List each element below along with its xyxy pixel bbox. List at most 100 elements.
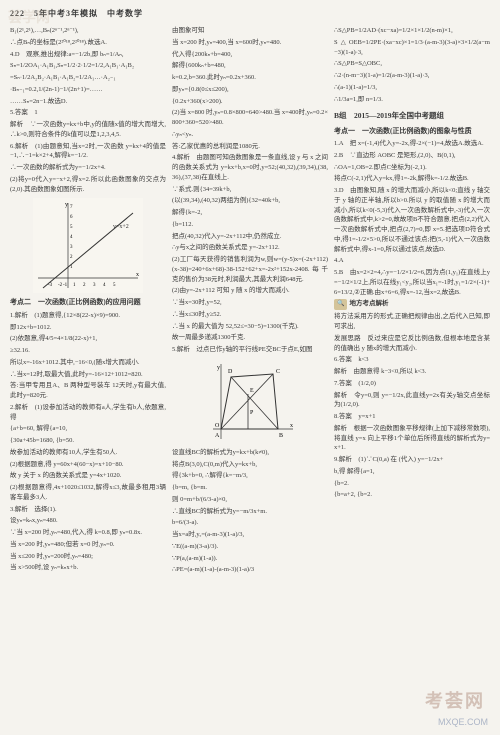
svg-text:C: C xyxy=(276,369,280,375)
text-line: 设yₙ=kₙx,yₙ=480. xyxy=(10,516,166,526)
text-line: ∴y与x之间的函数关系式是 y=-2x+112. xyxy=(172,243,328,253)
page-header: 222 5年中考3年模拟 中考数学 xyxy=(10,8,490,20)
text-line: 得{3k+b=0, ∴解得{k=−m/3, xyxy=(172,471,328,481)
text-line: 1.A 把 x=(-1,4)代入y=-2x,得-2×(−1)=4,故选A.故选A… xyxy=(334,139,490,149)
text-line: 所以x=-16x+1012.其中,−16<0,(随x增大而减小. xyxy=(10,358,166,368)
text-line: 将方法采用方的形式,正确把规律由出,之后代入已知,即可求出, xyxy=(334,312,490,332)
text-line: ∴1/3a=1,即 n=1/3. xyxy=(334,95,490,105)
difang-icon: 🔍 xyxy=(334,299,347,310)
text-line: ∴当x≤30时,y≥52. xyxy=(172,310,328,320)
text-line: b,得 解得{a=1, xyxy=(334,467,490,477)
svg-text:5: 5 xyxy=(113,283,116,288)
text-line: 9.解析 (1)∵C(0,a) 在 (代入) y=−1/2x+ xyxy=(334,455,490,465)
text-line: k=0.2,b=360.此时yₙ=0.2x+360. xyxy=(172,73,328,83)
text-line: 当 x>500时,设 yₙ=kₙx+b. xyxy=(10,563,166,573)
text-line: (2)将y=0代入y=−x+2,得x=2.所以此函数图象的交点为(2,0).其函… xyxy=(10,175,166,195)
col3-b-body: 1.A 把 x=(-1,4)代入y=-2x,得-2×(−1)=4,故选A.故选A… xyxy=(334,139,490,297)
text-line: 3.D 由图象知,随 x 的增大而减小,所以k<0;直线 y 轴交于 y 轴的正… xyxy=(334,186,490,254)
text-line: ……Sₙ=2n−1.故选D. xyxy=(10,97,166,107)
svg-text:7: 7 xyxy=(70,205,73,210)
svg-text:4: 4 xyxy=(103,283,106,288)
text-line: 解析 由题意得 k−3<0,所以 k<3. xyxy=(334,367,490,377)
group-b-title: B组 2015—2019年全国中考题组 xyxy=(334,110,490,121)
text-line: 将点C(-2,1)代入y=kx,得1=-2k,解得k=-1/2.故选B. xyxy=(334,174,490,184)
text-line: 4.D 观察,推出规律:a=−1/2b,即 bₙ=1/Aₙ, xyxy=(10,50,166,60)
text-line: 5.答案 1 xyxy=(10,108,166,118)
text-line: 故一周最多递减1300千克. xyxy=(172,333,328,343)
text-line: ∵P(a,(a-m)(1-a)). xyxy=(172,554,328,564)
text-line: {b=a+2, {b=2. xyxy=(334,490,490,500)
text-line: 1.解析 (1)题意得,{12×8(22-x)×9)=900. xyxy=(10,311,166,321)
text-line: ≥32.16. xyxy=(10,346,166,356)
text-line: =Sₙ·1/2A₂B₂·A₁B₁·A₁B₂=1/2A₁…·A₂₋₁ xyxy=(10,73,166,83)
text-line: (2)工厂每天获得的销售利润为w,则w=(y-5)x=(-2x+112)(x-3… xyxy=(172,255,328,284)
col2-body: 由图象可知当 x=200 时,yₙ=400,当 x=600时,yₙ=480.代入… xyxy=(172,26,328,355)
text-line: 则 0=m+b/(6/3-a)×0, xyxy=(172,495,328,505)
text-line: 发展思路 反过来应是它反比例函数,但根本地是含某的值确出 y 随x的增大而减小. xyxy=(334,334,490,354)
text-line: ∵E((a-m)(3-a)/3). xyxy=(172,542,328,552)
svg-text:P: P xyxy=(250,410,254,416)
text-line: 解析 令y=0,则 y=−1/2x,此直线y=2x有关y轴交点坐标为(1/2,0… xyxy=(334,391,490,411)
svg-text:E: E xyxy=(250,388,254,394)
column-3: ∴S△PB=1/2AD·(xc−xa)=1/2×1×1/2(n-m)×1, S△O… xyxy=(334,26,490,577)
text-line: ∴当x=12时,取最大值,此时y=-16×12+1012=820. xyxy=(10,370,166,380)
svg-text:4: 4 xyxy=(70,235,73,240)
kaodian2-title: 考点二 一次函数(正比例函数)的应用问题 xyxy=(10,297,166,308)
text-line: b=6/(3-a). xyxy=(172,518,328,528)
text-line: Sₙ=1/2OA₁·A₁B₁,Sₙ=1/2·2·1/2=1/2,A₁B₁·A₁B… xyxy=(10,61,166,71)
page-container: 荟学网 222 5年中考3年模拟 中考数学 B₁(2¹,2¹),…,Bₙ(2ⁿ⁻… xyxy=(0,0,500,585)
text-line: ∵系式.则{34=39k+b, xyxy=(172,185,328,195)
text-line: {b=112. xyxy=(172,220,328,230)
text-line: 3.解析 选择(1). xyxy=(10,505,166,515)
column-2: 由图象可知当 x=200 时,yₙ=400,当 x=600时,yₙ=480.代入… xyxy=(172,26,328,577)
svg-text:x: x xyxy=(136,272,139,278)
column-layout: B₁(2¹,2¹),…,Bₙ(2ⁿ⁻¹,2ⁿ⁻¹),∴点Bₙ的坐标是(2²⁰¹⁸… xyxy=(10,26,490,577)
text-line: ∵当x=30时,y=52, xyxy=(172,298,328,308)
text-line: 由图象可知 xyxy=(172,26,328,36)
text-line: (2)根据题意,得 y=60x+4(60−x)=x+10−80. xyxy=(10,460,166,470)
svg-text:2: 2 xyxy=(83,283,86,288)
text-line: ∴S△PB=1/2AD·(xc−xa)=1/2×1×1/2(n-m)×1, xyxy=(334,26,490,36)
text-line: {b=2. xyxy=(334,479,490,489)
text-line: 5.B 由x=2×2=4,∴y=−1/2×1/2=6,因为点(1,y₁)在直线上… xyxy=(334,268,490,297)
text-line: {30a+45b=1680, {b=50. xyxy=(10,436,166,446)
text-line: 6.解析 (1)由题意知,当x=2时,一次函数 y=kx+4的值是−1,∴−1=… xyxy=(10,142,166,162)
col1-body: B₁(2¹,2¹),…,Bₙ(2ⁿ⁻¹,2ⁿ⁻¹),∴点Bₙ的坐标是(2²⁰¹⁸… xyxy=(10,26,166,194)
svg-text:y: y xyxy=(217,365,220,371)
text-line: (2)当 x=800 时,yₙ=0.8×800=640>480.当 x=400时… xyxy=(172,108,328,128)
text-line: ∴yₙ<yₙ. xyxy=(172,130,328,140)
text-line: S△OEB=1/2PE·(xa−xc)×1=1/3·(a-m-3)(3-a)×3… xyxy=(334,38,490,58)
watermark-main: 考荟网 xyxy=(425,688,485,715)
svg-text:y: y xyxy=(65,202,68,208)
col3-difang: 将方法采用方的形式,正确把规律由出,之后代入已知,即可求出,发展思路 反过来应是… xyxy=(334,312,490,500)
col1-kaodian2: 1.解析 (1)题意得,{12×8(22-x)×9)=900. 即12x+b=10… xyxy=(10,311,166,573)
text-line: ∵当 x=200 时,yₙ=480,代入,得 k=0.8,即 yₙ=0.8x. xyxy=(10,528,166,538)
col3-body: ∴S△PB=1/2AD·(xc−xa)=1/2×1×1/2(n-m)×1, S△O… xyxy=(334,26,490,104)
text-line: ∴OA=1,OB=2.即点C坐标为(-2,1). xyxy=(334,163,490,173)
column-1: B₁(2¹,2¹),…,Bₙ(2ⁿ⁻¹,2ⁿ⁻¹),∴点Bₙ的坐标是(2²⁰¹⁸… xyxy=(10,26,166,577)
text-line: 即12x+b=1012. xyxy=(10,323,166,333)
text-line: 故参加活动的教师有10人,学生有50人. xyxy=(10,448,166,458)
svg-text:A: A xyxy=(215,433,220,439)
graph-linear-function: y=x+2 -3 -2 -1 1 2 3 4 5 1 2 3 4 5 6 7 x xyxy=(33,198,143,293)
text-line: {a+b=60, 解得{a=10, xyxy=(10,424,166,434)
text-line: ∴PE=(a-m)(1-a)-(a-m-3)(1-a)/3 xyxy=(172,565,328,575)
svg-text:y=x+2: y=x+2 xyxy=(113,224,129,230)
svg-text:1: 1 xyxy=(73,283,76,288)
text-line: 把点(40,32)代入y=-2x+112中,仍然成立. xyxy=(172,232,328,242)
text-line: 6.答案 k<3 xyxy=(334,355,490,365)
text-line: 故 y 关于 x 的函数关系式是 y=4x+1020. xyxy=(10,471,166,481)
text-line: 答:乙家优惠的总利润是1080元. xyxy=(172,142,328,152)
text-line: ∴直线BC的解析式为y=−m/3x+m. xyxy=(172,507,328,517)
svg-text:3: 3 xyxy=(93,283,96,288)
svg-text:-2: -2 xyxy=(58,283,63,288)
col2-kaodian2b: 设直线BC的解析式为y=kx+b(k≠0),将点B(3,0),C(0,m)代入y… xyxy=(172,448,328,575)
text-line: (以(39,34),(40,32)两组为例){32=40k+b, xyxy=(172,196,328,206)
text-line: 2.解析 (1)设参加活动的教师有a人,学生有b人,依题意,得 xyxy=(10,403,166,423)
text-line: ∴点Bₙ的坐标是(2²⁰¹⁸,2²⁰¹⁸).故选A. xyxy=(10,38,166,48)
text-line: (2)根据题意得,4x+1020≤1032,解得x≤3,故最多租用3辆客车最多3… xyxy=(10,483,166,503)
svg-text:6: 6 xyxy=(70,215,73,220)
text-line: (2)由y=-2x+112 可知 y 随 x 的增大而减小. xyxy=(172,286,328,296)
svg-text:5: 5 xyxy=(70,225,73,230)
text-line: 当 x≤200 时,yₙ=200时,yₙ=480; xyxy=(10,552,166,562)
